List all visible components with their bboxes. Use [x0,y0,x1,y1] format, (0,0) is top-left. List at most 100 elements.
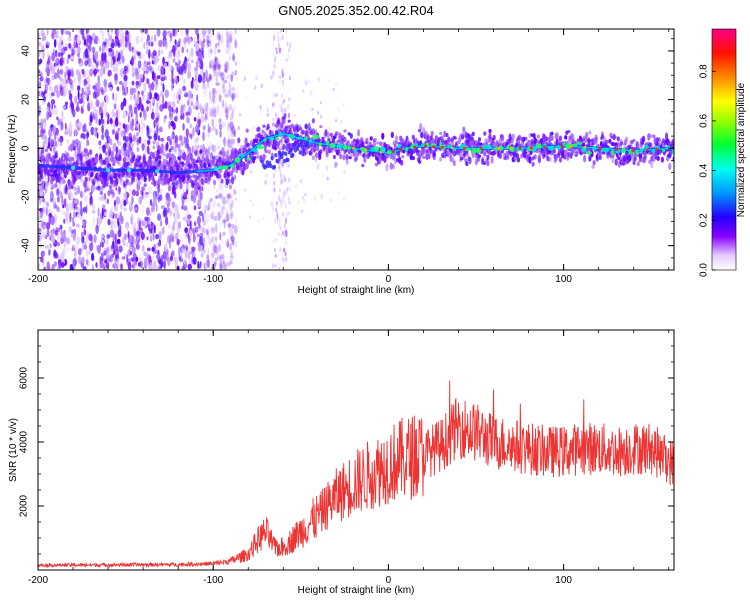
ridge-band-mark [40,168,44,173]
speckle-mark [155,233,160,240]
speckle-mark [58,36,63,43]
speckle-mark [40,129,46,134]
speckle-mark [202,213,204,222]
speckle-mark [76,101,79,111]
speckle-mark [193,117,197,122]
ridge-band-mark [354,156,359,161]
speckle-mark [197,112,201,120]
speckle-mark [215,43,218,48]
speckle-mark [294,184,298,188]
speckle-mark [274,218,277,225]
speckle-mark [74,198,79,204]
speckle-mark [96,81,101,89]
ridge-band-mark [115,177,119,185]
speckle-mark [228,40,233,50]
speckle-mark [265,173,268,179]
speckle-mark [66,68,69,76]
speckle-mark [116,258,120,268]
colorbar-tick-label: 0.2 [699,213,710,227]
speckle-mark [145,49,149,55]
speckle-mark [216,141,220,149]
speckle-mark [140,137,143,146]
speckle-mark [203,262,206,269]
speckle-mark [282,211,285,217]
speckle-mark [287,53,290,60]
speckle-mark [279,170,282,175]
speckle-mark [217,49,221,53]
speckle-mark [276,47,279,53]
speckle-mark [276,201,278,206]
speckle-mark [39,76,44,82]
speckle-mark [146,106,150,112]
speckle-mark [212,100,216,111]
ridge-band-mark [193,174,197,179]
speckle-mark [45,106,50,111]
speckle-mark [203,228,207,234]
speckle-mark [77,248,82,256]
speckle-mark [39,58,43,64]
speckle-mark [162,226,165,236]
ridge-band-mark [229,170,233,177]
speckle-mark [101,101,105,107]
speckle-mark [170,101,175,106]
speckle-mark [218,214,223,219]
speckle-mark [211,235,214,244]
speckle-mark [172,29,176,37]
speckle-mark [212,62,216,69]
speckle-mark [153,119,156,129]
speckle-mark [169,64,173,72]
speckle-mark [82,220,85,229]
speckle-mark [151,98,154,104]
chart-title: GN05.2025.352.00.42.R04 [278,3,433,18]
speckle-mark [89,191,93,196]
spectrogram-frame [37,28,675,271]
speckle-mark [192,105,197,110]
ridge-band-mark [299,127,303,131]
ridge-band-mark [439,157,443,162]
speckle-mark [196,123,200,134]
speckle-mark [74,242,79,252]
speckle-mark [85,129,89,139]
ridge-band-mark [583,155,587,163]
speckle-mark [131,189,136,196]
speckle-mark [139,260,143,268]
speckle-mark [45,206,48,216]
speckle-mark [183,43,186,50]
speckle-mark [149,86,152,93]
speckle-mark [215,82,220,86]
ridge-band-mark [267,149,271,155]
speckle-mark [152,145,155,150]
ridge-band-mark [148,155,153,161]
speckle-mark [40,29,45,37]
speckle-mark [316,110,320,115]
speckle-mark [197,74,203,83]
speckle-mark [222,79,228,84]
speckle-mark [185,29,189,35]
ridge-band-mark [256,155,260,159]
speckle-mark [77,186,81,195]
y-tick-label: -20 [21,189,32,204]
ridge-band-mark [468,156,472,165]
speckle-mark [214,257,217,267]
speckle-mark [228,115,232,120]
speckle-mark [158,40,163,48]
ridge-band-mark [272,164,277,170]
ridge-peak-mark [234,157,241,163]
ridge-band-mark [527,139,531,144]
speckle-mark [201,60,204,70]
colorbar-label: Normalized spectral amplitude [736,82,747,217]
ridge-band-mark [625,136,629,143]
speckle-mark [213,95,217,105]
ridge-band-mark [281,151,285,156]
speckle-mark [63,243,66,248]
speckle-mark [231,238,235,246]
ridge-band-mark [422,155,426,160]
speckle-mark [160,205,165,210]
speckle-mark [172,122,176,130]
speckle-mark [153,133,158,141]
speckle-mark [131,222,137,232]
ridge-band-mark [83,181,87,188]
speckle-mark [88,233,93,242]
speckle-mark [231,109,234,119]
speckle-mark [187,99,190,106]
